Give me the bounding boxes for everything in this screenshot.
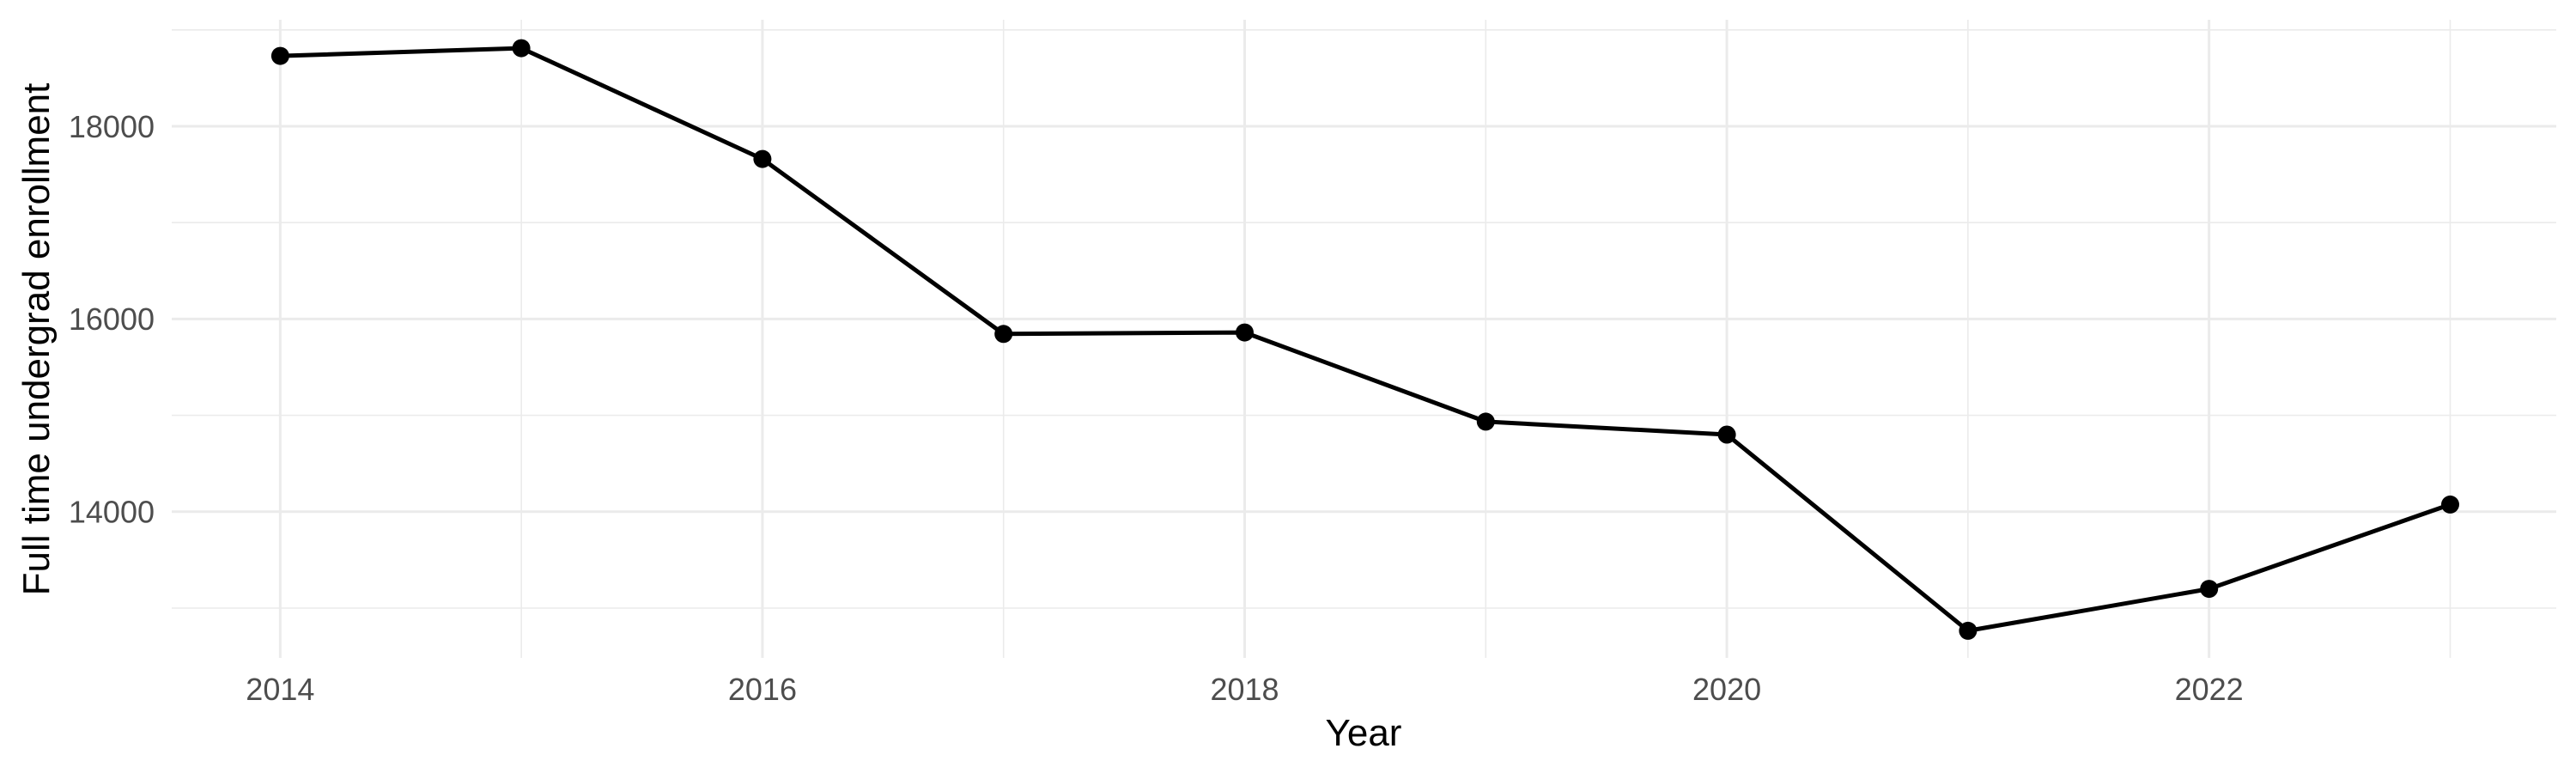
y-tick-label-16000: 16000 xyxy=(69,301,155,337)
x-tick-label-2014: 2014 xyxy=(246,672,314,707)
series-line xyxy=(280,46,2451,633)
y-tick-label-14000: 14000 xyxy=(69,495,155,530)
grid-minor-layer xyxy=(172,20,2556,658)
data-point-2022 xyxy=(2200,580,2219,599)
data-point-2020 xyxy=(1717,425,1736,444)
tick-label-layer: 14000 16000 18000 2014 2016 2018 2020 2022 xyxy=(69,109,2244,707)
y-tick-label-18000: 18000 xyxy=(69,109,155,144)
y-axis-title: Full time undergrad enrollment xyxy=(15,83,58,596)
data-point-2014 xyxy=(270,46,289,65)
x-axis-title: Year xyxy=(1326,712,1402,754)
data-point-2019 xyxy=(1476,412,1495,431)
data-point-2016 xyxy=(753,149,772,168)
x-tick-label-2016: 2016 xyxy=(728,672,797,707)
x-tick-label-2020: 2020 xyxy=(1692,672,1761,707)
grid-major-layer xyxy=(172,20,2556,658)
series-layer xyxy=(270,39,2459,640)
data-point-2018 xyxy=(1236,323,1254,342)
data-point-2017 xyxy=(994,325,1013,344)
x-tick-label-2022: 2022 xyxy=(2175,672,2244,707)
data-point-2023 xyxy=(2441,495,2459,514)
x-tick-label-2018: 2018 xyxy=(1210,672,1279,707)
data-point-2021 xyxy=(1959,621,1978,640)
data-point-2015 xyxy=(512,39,531,58)
